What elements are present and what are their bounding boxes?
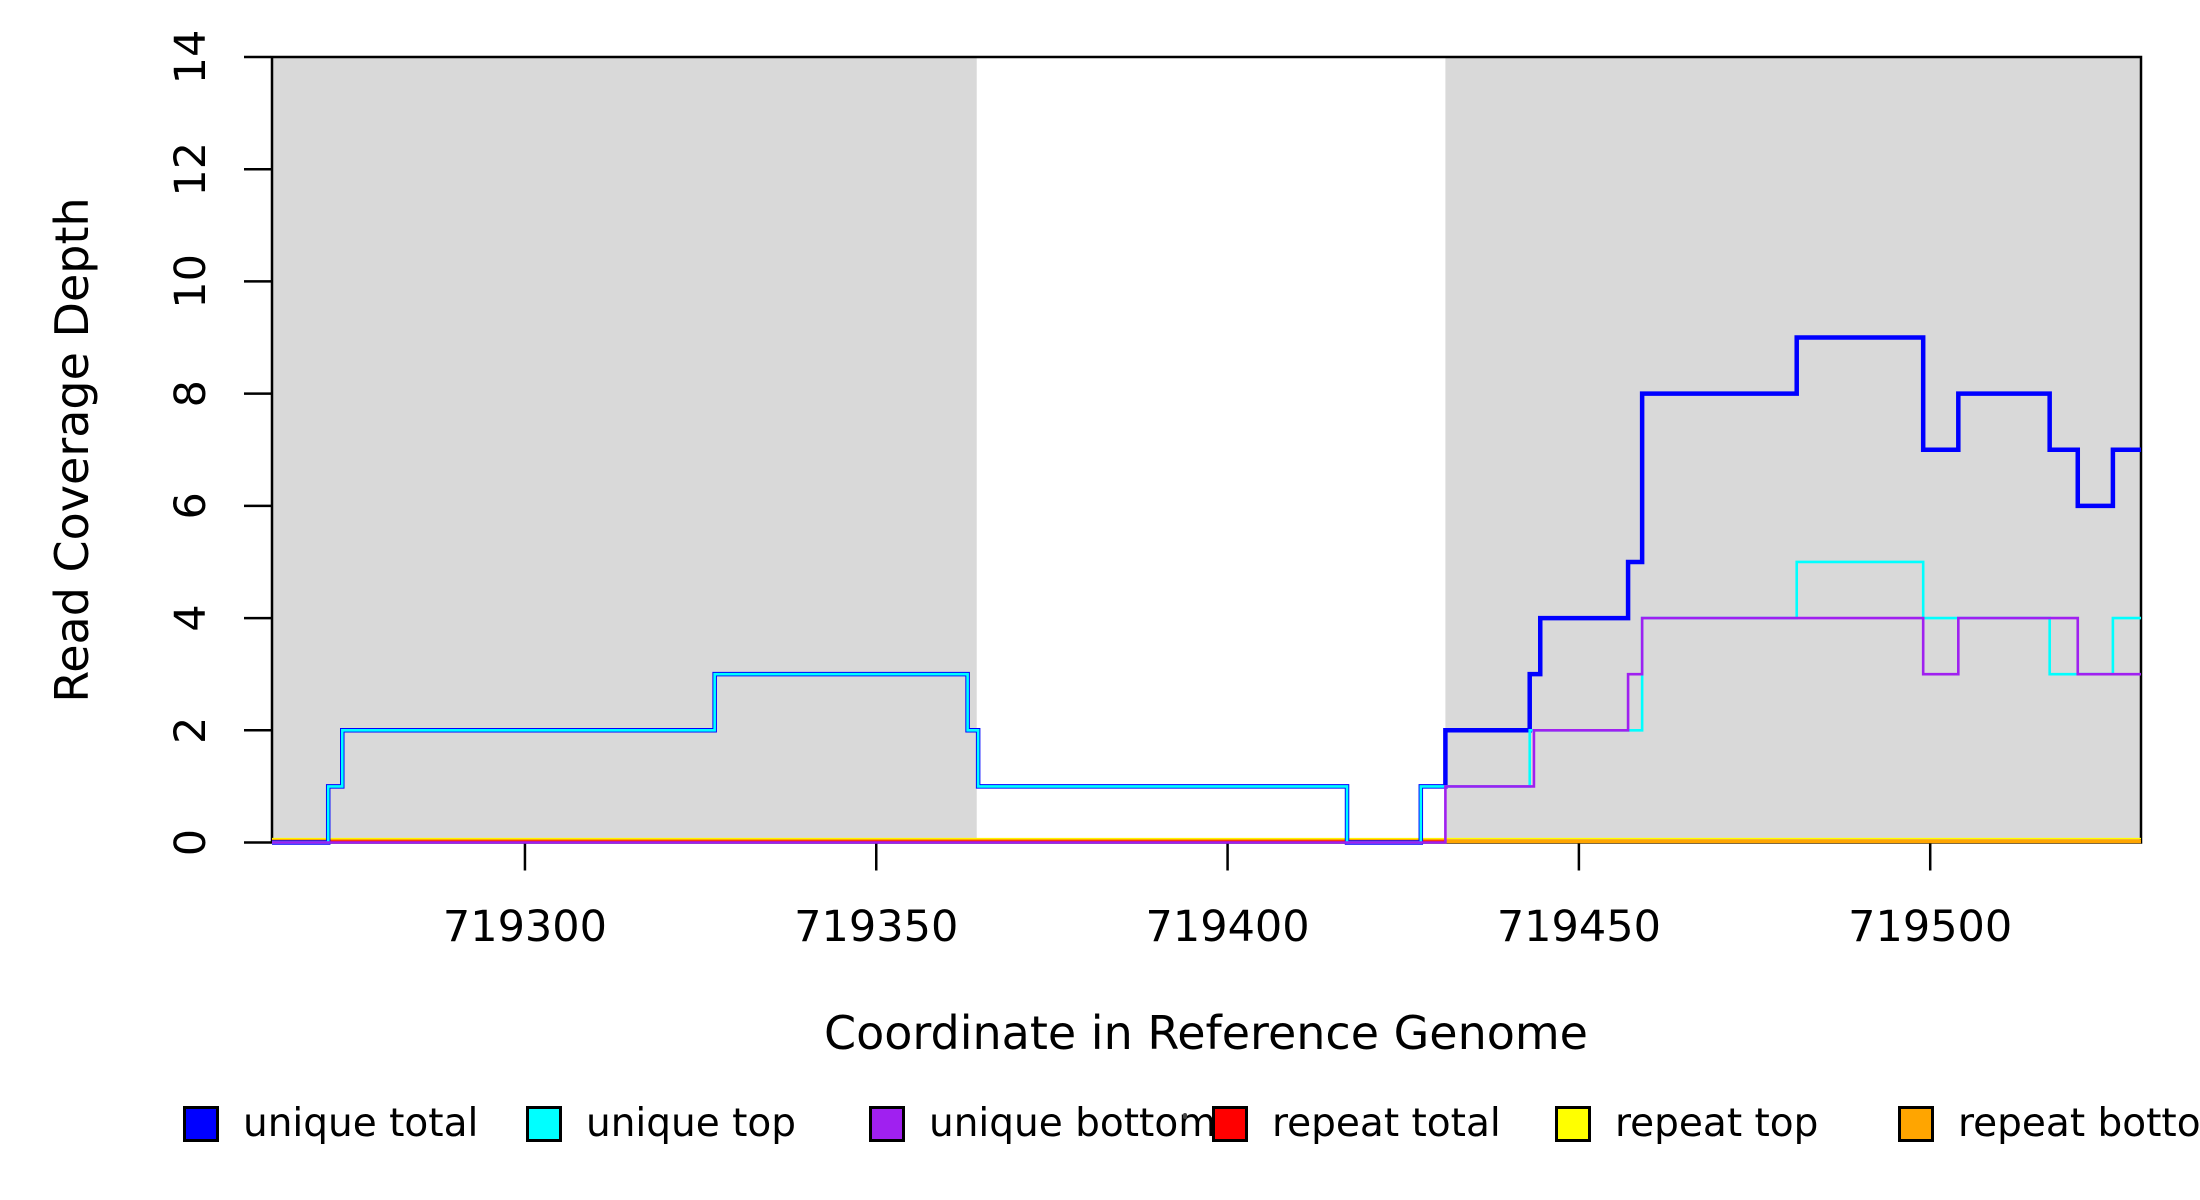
x-axis-title: Coordinate in Reference Genome — [824, 1006, 1588, 1060]
y-tick-label: 8 — [166, 380, 216, 407]
repeat-shading-layer — [272, 57, 2141, 843]
x-tick-label: 719350 — [794, 902, 958, 952]
y-tick-label: 14 — [166, 30, 216, 85]
y-tick-label: 10 — [166, 254, 216, 309]
axes-layer: 719300 719350 719400 719450 719500 0 2 4 6 8 10 12 1… — [166, 30, 2143, 952]
x-tick-label: 719300 — [443, 902, 607, 952]
y-axis-title: Read Coverage Depth — [45, 197, 99, 702]
series-line-unique-bottom — [272, 616, 2141, 844]
x-tick-label: 719450 — [1497, 902, 1661, 952]
y-tick-label: 2 — [166, 717, 216, 744]
x-tick-label: 719400 — [1146, 902, 1310, 952]
y-tick-label: 0 — [166, 829, 216, 856]
y-tick-label: 6 — [166, 492, 216, 519]
x-tick-label: 719500 — [1848, 902, 2012, 952]
y-tick-label: 4 — [166, 604, 216, 631]
repeat-region-left — [272, 57, 977, 843]
repeat-region-right — [1445, 57, 2141, 843]
y-tick-label: 12 — [166, 142, 216, 197]
series-layer — [272, 335, 2141, 845]
